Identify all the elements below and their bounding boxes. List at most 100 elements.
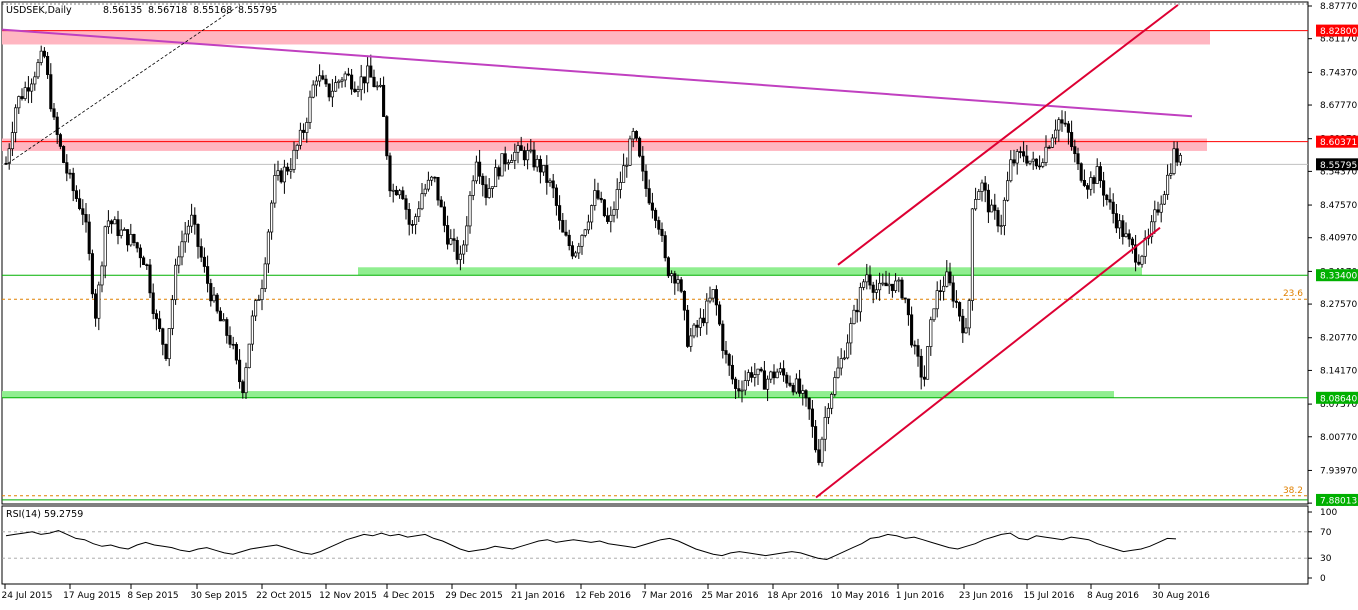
candle-body-239: [769, 371, 773, 380]
candle-body-346: [1111, 201, 1115, 214]
candle-body-202: [650, 202, 654, 211]
candle-body-53: [174, 264, 178, 301]
date-tick-label-6: 4 Dec 2015: [383, 591, 435, 601]
candle-body-366: [1175, 148, 1179, 163]
candle-body-129: [417, 208, 421, 218]
candle-body-22: [74, 190, 78, 199]
candle-body-15: [52, 108, 56, 118]
candle-body-237: [762, 370, 766, 390]
candle-body-251: [807, 397, 811, 410]
candle-body-136: [439, 199, 443, 208]
price-tick-label-1: 8.81170: [1320, 35, 1357, 45]
candle-body-314: [1009, 159, 1013, 182]
candle-body-116: [375, 85, 379, 88]
candle-body-98: [318, 75, 322, 82]
candle-body-3: [14, 107, 18, 133]
candle-body-165: [532, 149, 536, 168]
candle-body-64: [209, 283, 213, 302]
candle-body-198: [638, 137, 642, 157]
candle-body-264: [849, 323, 853, 344]
candle-body-241: [775, 371, 779, 379]
candle-body-296: [951, 282, 955, 302]
candle-body-145: [468, 195, 472, 227]
candle-body-289: [929, 319, 933, 347]
candle-body-135: [436, 176, 440, 201]
candle-body-187: [602, 199, 606, 217]
price-tick-label-5: 8.54370: [1320, 167, 1357, 177]
candle-body-99: [321, 75, 325, 80]
candle-body-306: [983, 182, 987, 191]
fibonacci-layer: 23.6 38.2: [2, 289, 1308, 497]
candle-body-232: [746, 372, 750, 381]
candle-body-249: [801, 390, 805, 394]
candle-body-96: [311, 84, 315, 98]
candle-body-293: [942, 285, 946, 292]
candle-body-28: [94, 293, 98, 319]
candle-body-146: [471, 180, 475, 196]
candle-body-210: [676, 279, 680, 284]
candle-body-208: [670, 273, 674, 277]
resistance-zone-middle: [2, 138, 1207, 151]
candle-body-262: [842, 357, 846, 360]
candle-body-308: [990, 204, 994, 213]
candle-body-83: [270, 202, 274, 233]
support-zone-lower: [2, 391, 1114, 398]
candle-body-1: [7, 148, 11, 164]
candle-body-14: [49, 74, 53, 110]
date-tick-label-10: 7 Mar 2016: [641, 591, 693, 601]
rsi-tick-label-1: 70: [1320, 528, 1332, 538]
candle-body-34: [113, 219, 117, 225]
candle-body-178: [574, 252, 578, 257]
candle-body-266: [855, 309, 859, 313]
candle-body-69: [225, 319, 229, 336]
candle-body-319: [1025, 155, 1029, 164]
price-tick-label-12: 8.07370: [1320, 400, 1357, 410]
candle-body-169: [545, 165, 549, 183]
candle-body-76: [247, 343, 251, 369]
candle-body-95: [308, 96, 312, 123]
candle-body-223: [718, 304, 722, 325]
candle-body-131: [423, 188, 427, 195]
candle-body-85: [276, 170, 280, 176]
candle-body-256: [823, 417, 827, 440]
candle-body-327: [1050, 137, 1054, 148]
candle-body-153: [494, 167, 498, 188]
candle-body-189: [609, 214, 613, 222]
trendlines-layer: [1, 4, 1193, 499]
candle-body-257: [826, 407, 830, 418]
candle-body-114: [369, 65, 373, 78]
candle-body-259: [833, 377, 837, 395]
candle-body-365: [1172, 148, 1176, 174]
candle-body-54: [177, 256, 181, 266]
candle-body-197: [634, 131, 638, 139]
candle-body-43: [142, 257, 146, 266]
candle-body-125: [404, 198, 408, 210]
candle-body-292: [938, 290, 942, 293]
candle-body-194: [625, 164, 629, 167]
candle-body-128: [414, 216, 418, 225]
candle-body-164: [529, 149, 533, 152]
chart-header-symbol: USDSEK,Daily: [6, 5, 72, 16]
candle-body-161: [519, 145, 523, 151]
candle-body-139: [449, 238, 453, 245]
candle-body-68: [222, 319, 226, 322]
candle-body-234: [753, 374, 757, 378]
rsi-tick-label-0: 100: [1320, 508, 1337, 518]
candle-body-63: [206, 266, 210, 284]
candle-body-242: [778, 368, 782, 373]
candle-body-358: [1150, 221, 1154, 238]
candle-body-121: [391, 189, 395, 192]
candle-body-100: [324, 78, 328, 85]
candle-body-79: [257, 299, 261, 301]
candle-body-181: [583, 229, 587, 236]
candle-body-157: [506, 162, 510, 165]
candle-body-168: [542, 165, 546, 173]
date-tick-label-11: 25 Mar 2016: [701, 591, 758, 601]
candle-body-360: [1156, 209, 1160, 213]
candle-body-171: [551, 180, 555, 189]
candle-body-200: [644, 170, 648, 189]
candle-body-173: [558, 205, 562, 221]
candle-body-318: [1022, 151, 1026, 157]
candle-body-343: [1102, 180, 1106, 196]
candle-body-191: [615, 189, 619, 210]
